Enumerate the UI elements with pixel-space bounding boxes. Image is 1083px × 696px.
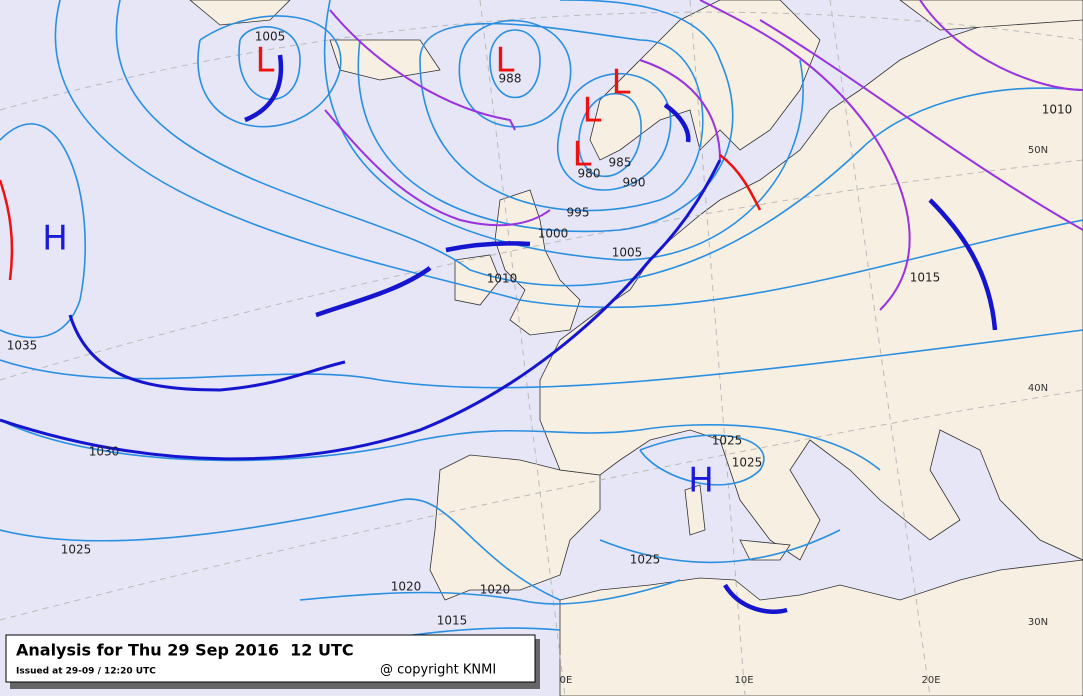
isobar-label: 1025: [712, 434, 743, 448]
map-title: Analysis for Thu 29 Sep 2016 12 UTC: [16, 641, 354, 660]
isobar-label: 990: [623, 176, 646, 190]
copyright: @ copyright KNMI: [380, 663, 496, 678]
isobar-label: 1005: [612, 246, 643, 260]
isobar-label: 995: [567, 206, 590, 220]
isobar-label: 988: [499, 72, 522, 86]
graticule-label: 20E: [921, 675, 940, 686]
pressure-center: H: [688, 461, 714, 501]
isobar-label: 1005: [255, 30, 286, 44]
isobars: [0, 0, 1083, 641]
labels: 1005 988 985 980 990 995 1000 1005 1010 1015 1010 1…: [7, 30, 1073, 687]
isobar-label: 1020: [391, 580, 422, 594]
pressure-center: L: [583, 91, 602, 131]
isobar-label: 1015: [437, 614, 468, 628]
isobar-label: 1025: [732, 456, 763, 470]
pressure-center: L: [612, 63, 631, 103]
land: [189, 0, 1083, 696]
isobar-label: 1010: [1042, 103, 1073, 117]
pressure-center: L: [256, 41, 275, 81]
isobar-label: 1025: [630, 553, 661, 567]
isobar-label: 1035: [7, 339, 38, 353]
caption-box: [5, 634, 536, 683]
isobar-label: 985: [609, 156, 632, 170]
isobar-label: 1030: [89, 445, 120, 459]
isobar-label: 1015: [910, 271, 941, 285]
pressure-center: L: [496, 41, 515, 81]
pressure-center: L: [573, 135, 592, 175]
graticule-label: 10E: [734, 675, 753, 686]
caption: Analysis for Thu 29 Sep 2016 12 UTC Issu…: [5, 634, 540, 689]
pressure-center: H: [42, 219, 68, 259]
graticule-label: 40N: [1028, 383, 1048, 394]
issued-time: Issued at 29-09 / 12:20 UTC: [16, 667, 156, 677]
isobar-label: 1025: [61, 543, 92, 557]
graticule-label: 0E: [560, 675, 573, 686]
fronts: [0, 0, 1083, 614]
isobar-label: 1020: [480, 583, 511, 597]
graticule-label: 30N: [1028, 617, 1048, 628]
graticule-label: 50N: [1028, 145, 1048, 156]
isobar-label: 980: [578, 167, 601, 181]
isobar-label: 1000: [538, 227, 569, 241]
isobar-label: 1010: [487, 272, 518, 286]
